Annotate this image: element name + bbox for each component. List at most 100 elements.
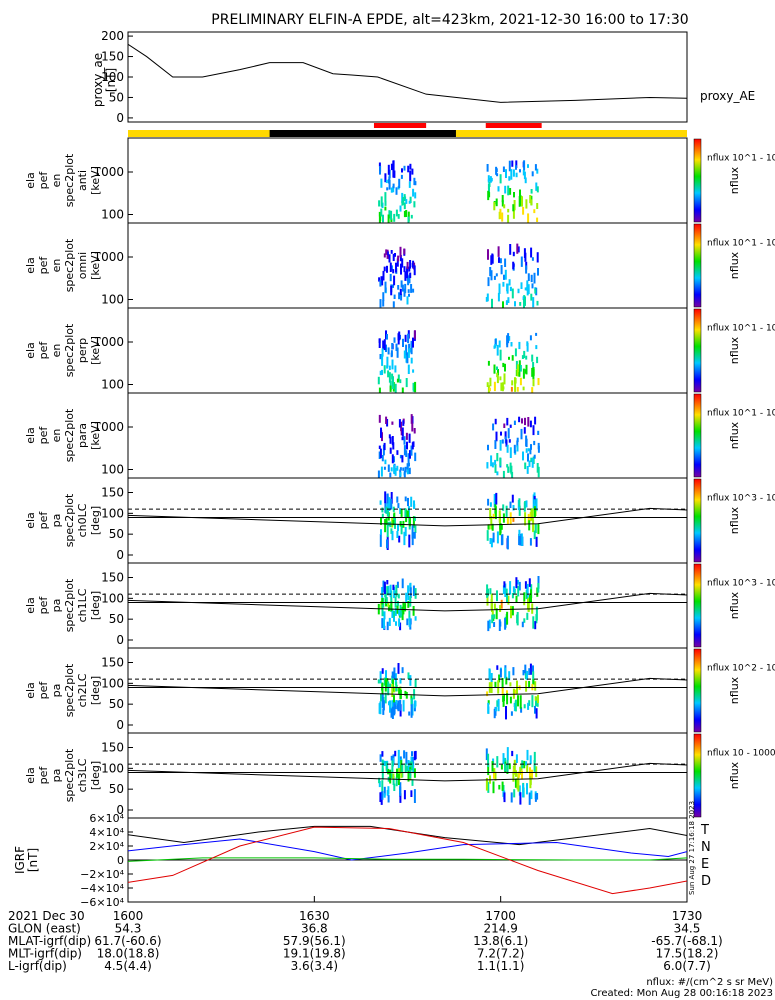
- panel-ylabel-line: pef: [37, 596, 50, 615]
- spectrogram-cell: [384, 459, 387, 465]
- spectrogram-cell: [401, 168, 403, 173]
- spectrogram-cell: [392, 520, 395, 526]
- spectrogram-cell: [499, 668, 502, 678]
- spectrogram-cell: [493, 275, 496, 280]
- spectrogram-cell: [518, 369, 521, 377]
- spectrogram-cell: [405, 199, 408, 204]
- spectrogram-cell: [533, 209, 536, 214]
- spectrogram-cell: [515, 770, 517, 777]
- spectrogram-cell: [515, 172, 518, 178]
- science-zone-bar-1: [373, 123, 427, 128]
- spectrogram-cell: [502, 695, 505, 702]
- spectrogram-cell: [493, 614, 496, 619]
- spectrogram-cell: [389, 683, 392, 688]
- panel-frame: [127, 137, 688, 224]
- spectrogram-cell: [406, 441, 408, 450]
- spectrogram-cell: [527, 453, 529, 462]
- spectrogram-energy-anti: 1000 100 ela pef en spec2plot anti [keV] nflux 1…: [24, 137, 775, 225]
- spectrogram-cell: [383, 760, 386, 766]
- xaxis-row-label: GLON (east): [8, 922, 81, 936]
- spectrogram-cell: [383, 618, 385, 630]
- spectrogram-cell: [499, 174, 502, 184]
- spectrogram-cell: [525, 448, 528, 453]
- panel-ytick-label: 50: [109, 527, 124, 541]
- spectrogram-cell: [388, 210, 391, 219]
- spectrogram-cell: [535, 332, 538, 336]
- spectrogram-cell: [504, 757, 507, 763]
- xaxis-row-value: 36.8: [301, 922, 328, 936]
- spectrogram-cell: [527, 513, 530, 525]
- igrf-series-E: [128, 857, 687, 862]
- spectrogram-cell: [396, 581, 399, 588]
- spectrogram-cell: [383, 442, 386, 451]
- spectrogram-cell: [524, 512, 527, 526]
- spectrogram-cell: [513, 444, 516, 454]
- spectrogram-cell: [399, 255, 402, 262]
- xaxis-row-value: 1700: [485, 909, 516, 923]
- spectrogram-cell: [508, 336, 511, 341]
- spectrogram-cell: [502, 166, 505, 172]
- panel-ylabel-line: pa: [50, 599, 63, 613]
- spectrogram-cell: [391, 706, 394, 719]
- spectrogram-cell: [532, 679, 535, 685]
- spectrogram-cell: [412, 188, 415, 197]
- spectrogram-cell: [395, 187, 398, 195]
- spectrogram-cell: [498, 674, 501, 683]
- spectrogram-cell: [386, 356, 389, 367]
- spectrogram-cell: [516, 579, 519, 585]
- spectrogram-cell: [396, 465, 399, 471]
- spectrogram-cell: [393, 695, 395, 703]
- spectrogram-cell: [517, 246, 520, 253]
- spectrogram-cell: [407, 279, 410, 283]
- spectrogram-cell: [381, 682, 384, 691]
- spectrogram-cell: [534, 164, 537, 171]
- spectrogram-cell: [392, 442, 395, 450]
- spectrogram-cell: [388, 254, 391, 263]
- spectrogram-cell: [414, 616, 417, 621]
- spectrogram-cell: [497, 246, 500, 257]
- spectrogram-cell: [525, 435, 528, 447]
- spectrogram-cell: [530, 512, 533, 521]
- spectrogram-cell: [513, 200, 516, 211]
- spectrogram-cell: [487, 753, 490, 767]
- spectrogram-cell: [397, 593, 400, 599]
- spectrogram-cell: [403, 350, 406, 359]
- spectrogram-cell: [501, 212, 504, 222]
- panel-ylabel-line: pef: [37, 511, 50, 530]
- spectrogram-cell: [524, 581, 527, 589]
- spectrogram-cell: [490, 593, 493, 603]
- spectrogram-cell: [384, 206, 387, 211]
- panel-ylabel-line: pa: [50, 684, 63, 698]
- spectrogram-cell: [533, 499, 536, 512]
- spectrogram-cell: [393, 617, 395, 622]
- spectrogram-cell: [525, 500, 528, 508]
- spectrogram-cell: [525, 364, 528, 375]
- panel-ylabel-line: [deg]: [89, 761, 102, 790]
- spectrogram-cell: [504, 618, 507, 630]
- spectrogram-cell: [487, 588, 489, 597]
- spectrogram-cell: [488, 387, 491, 392]
- spectrogram-cell: [515, 754, 518, 763]
- spectrogram-cell: [529, 538, 532, 546]
- spectrogram-cell: [379, 534, 382, 547]
- spectrogram-cell: [406, 463, 409, 470]
- spectrogram-cell: [410, 284, 413, 293]
- spectrogram-cell: [519, 533, 522, 546]
- spectrogram-pitch-ch0: 150 100 50 0 ela pef pa spec2plot ch0LC [deg] nflu…: [24, 477, 775, 564]
- panel-ylabel-line: spec2plot: [63, 408, 76, 462]
- spectrogram-cell: [506, 464, 509, 468]
- spectrogram-cell: [531, 508, 534, 521]
- spectrogram-cell: [519, 695, 522, 709]
- spectrogram-cell: [510, 169, 513, 180]
- spectrogram-cell: [386, 265, 388, 273]
- spectrogram-cell: [532, 367, 535, 376]
- igrf-legend-E: E: [701, 857, 709, 872]
- spectrogram-cell: [397, 524, 399, 531]
- spectrogram-cell: [525, 355, 528, 360]
- spectrogram-cell: [537, 378, 540, 386]
- spectrogram-cell: [499, 349, 502, 361]
- spectrogram-cell: [406, 296, 409, 305]
- spectrogram-cell: [399, 472, 402, 477]
- spectrogram-cell: [389, 436, 392, 444]
